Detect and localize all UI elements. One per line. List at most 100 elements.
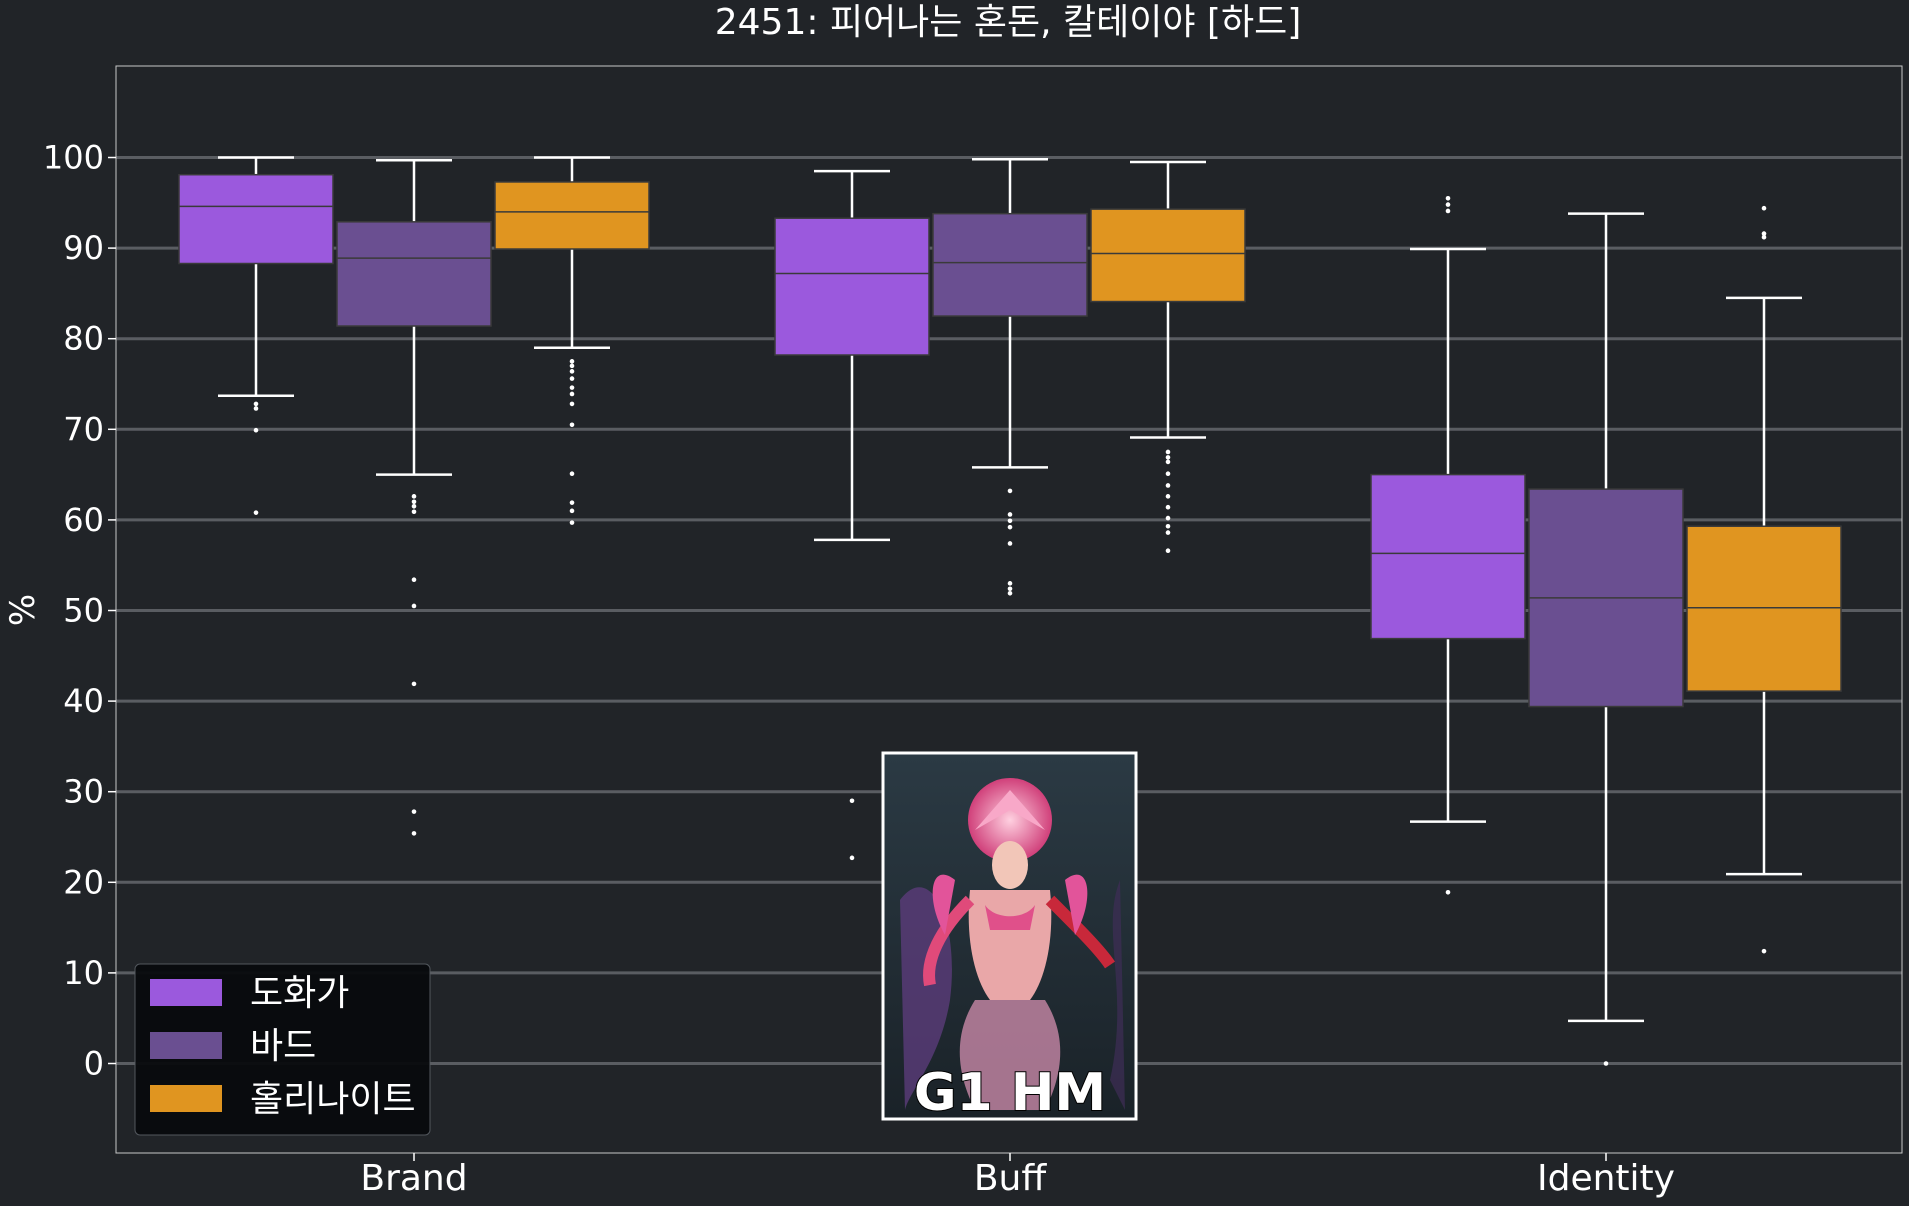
y-tick-label-80: 80 [63,320,104,358]
y-axis-ticks: 0 10 20 30 40 50 60 70 80 90 100 [43,139,116,1083]
box-0-2 [1370,195,1526,895]
y-tick-label-100: 100 [43,139,104,177]
outlier-point [253,406,259,411]
boxes [178,156,1842,1066]
outlier-point [1007,541,1013,546]
y-tick-label-90: 90 [63,229,104,267]
outlier-point [1007,518,1013,524]
outlier-point [1761,948,1767,954]
outlier-point [569,508,575,514]
outlier-point [1165,471,1171,476]
y-tick-label-70: 70 [63,410,104,448]
outlier-point [1165,515,1171,521]
outlier-point [1165,459,1171,465]
box-0-0 [178,156,334,515]
outlier-point [1165,504,1171,510]
y-tick-label-20: 20 [63,863,104,901]
legend-label-1: 바드 [250,1026,316,1067]
x-tick-label-identity: Identity [1537,1158,1675,1199]
outlier-point [411,577,417,582]
outlier-point [411,499,417,505]
outlier-point [1445,208,1451,214]
y-tick-label-40: 40 [63,682,104,720]
legend-swatch-0 [150,979,222,1006]
x-tick-label-brand: Brand [360,1158,467,1199]
outlier-point [253,510,259,515]
x-axis-ticks: Brand Buff Identity [360,1153,1675,1199]
outlier-point [411,831,417,836]
outlier-point [1007,524,1013,530]
y-tick-label-60: 60 [63,501,104,539]
outlier-point [569,376,575,381]
outlier-point [569,359,575,364]
box-iqr [1090,208,1246,303]
box-1-1 [932,158,1088,596]
outlier-point [411,603,417,609]
legend-label-2: 홀리나이트 [250,1079,416,1120]
outlier-point [1445,202,1451,207]
legend-swatch-1 [150,1032,222,1059]
outlier-point [1603,1061,1609,1066]
outlier-point [569,369,575,374]
outlier-point [569,363,575,369]
outlier-point [1007,512,1013,517]
outlier-point [1007,586,1013,592]
outlier-point [569,391,575,397]
boss-portrait-icon [900,778,1125,1110]
y-tick-label-10: 10 [63,954,104,992]
box-1-2 [1528,212,1684,1066]
outlier-point [569,422,575,428]
outlier-point [1165,449,1171,455]
box-2-0 [494,156,650,525]
box-iqr [1370,473,1526,640]
outlier-point [1165,494,1171,499]
outlier-point [1007,488,1013,494]
outlier-point [569,520,575,525]
outlier-point [1445,889,1451,895]
box-iqr [1686,525,1842,692]
outlier-point [569,471,575,476]
outlier-point [1445,195,1451,201]
y-tick-label-0: 0 [84,1045,104,1083]
outlier-point [253,401,259,407]
legend-label-0: 도화가 [250,973,349,1014]
y-tick-label-50: 50 [63,592,104,630]
x-tick-label-buff: Buff [974,1158,1048,1199]
outlier-point [411,509,417,515]
box-iqr [774,217,930,356]
box-0-1 [774,169,930,861]
outlier-point [849,855,855,861]
y-axis-label: % [3,594,43,626]
outlier-point [1165,483,1171,488]
boss-portrait-inset: G1 HM [881,751,1138,1124]
y-tick-label-30: 30 [63,773,104,811]
outlier-point [1761,234,1767,240]
chart-title: 2451: 피어나는 혼돈, 칼테이야 [하드] [715,2,1302,43]
outlier-point [411,681,417,687]
outlier-point [1165,530,1171,535]
outlier-point [569,385,575,390]
box-1-0 [336,158,492,836]
box-iqr [336,221,492,327]
outlier-point [1007,590,1013,596]
outlier-point [1165,455,1171,460]
box-2-1 [1090,160,1246,554]
outlier-point [411,504,417,509]
outlier-point [1165,523,1171,529]
inset-caption: G1 HM [914,1063,1106,1123]
box-2-2 [1686,205,1842,954]
outlier-point [849,798,855,804]
box-iqr [932,212,1088,317]
outlier-point [1165,548,1171,554]
outlier-point [1761,205,1767,211]
box-iqr [494,181,650,250]
box-iqr [178,173,334,265]
plot-frame [115,65,1903,1154]
outlier-point [253,427,259,433]
outlier-point [569,401,575,407]
outlier-point [1007,581,1013,586]
outlier-point [1761,231,1767,236]
outlier-point [411,494,417,499]
